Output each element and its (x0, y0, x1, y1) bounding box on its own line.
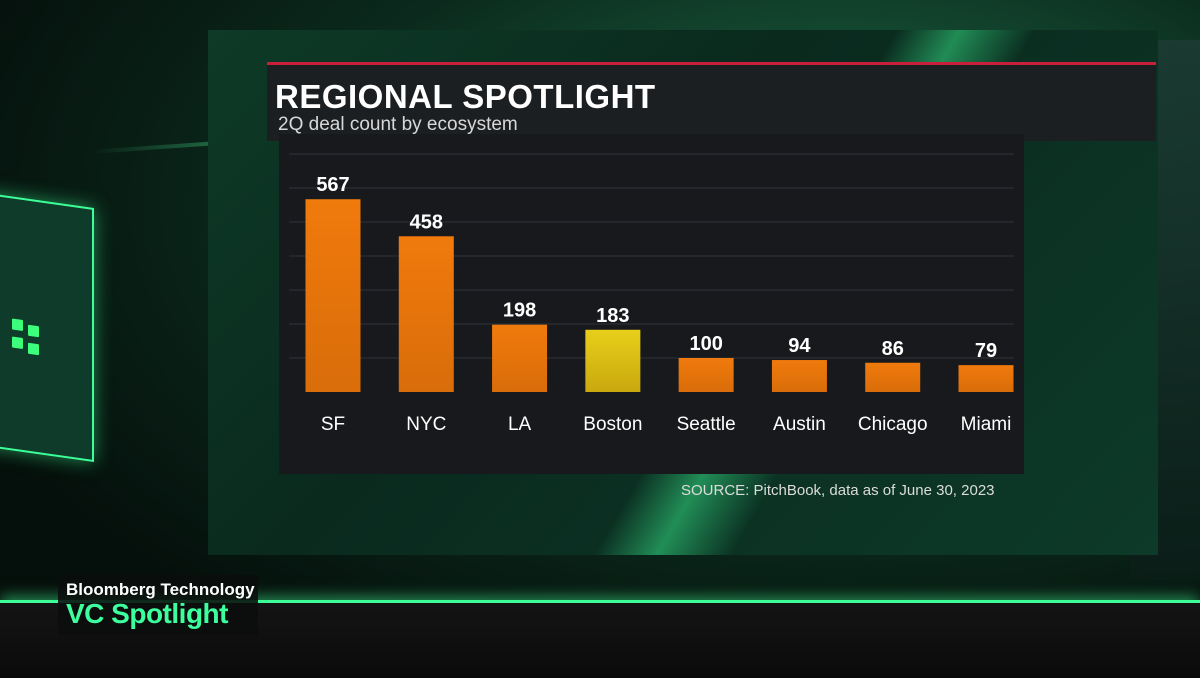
data-label: 79 (975, 340, 997, 362)
category-label: Miami (961, 414, 1012, 435)
led-square (12, 318, 23, 332)
bar-miami (958, 365, 1014, 392)
category-label: Seattle (677, 414, 736, 435)
bar-nyc (398, 236, 454, 392)
bar-seattle (678, 358, 734, 392)
data-label: 183 (596, 305, 629, 327)
network-name: Bloomberg Technology (66, 580, 255, 599)
bar-austin (771, 360, 827, 392)
chart-header-card (267, 62, 1156, 141)
data-label: 86 (882, 338, 904, 360)
segment-name: VC Spotlight (66, 598, 228, 629)
data-label: 100 (689, 333, 722, 355)
led-square (28, 342, 39, 356)
category-label: Austin (773, 414, 826, 435)
data-label: 567 (316, 174, 349, 196)
data-label: 458 (410, 211, 443, 233)
category-label: NYC (406, 414, 446, 435)
category-label: Boston (583, 414, 642, 435)
category-label: SF (321, 414, 345, 435)
led-square (12, 336, 23, 350)
bar-boston (585, 329, 641, 392)
side-display-panel (0, 191, 94, 463)
bar-chart: 567 SF 458 NYC 198 LA 183 Boston 100 Seattle 94 Aus… (289, 153, 1014, 435)
chart-subtitle: 2Q deal count by ecosystem (278, 114, 518, 135)
data-label: 94 (788, 335, 811, 357)
category-label: LA (508, 414, 532, 435)
bar-sf (305, 199, 361, 392)
category-label: Chicago (858, 414, 928, 435)
source-note: SOURCE: PitchBook, data as of June 30, 2… (681, 482, 995, 499)
chart-title: REGIONAL SPOTLIGHT (275, 78, 656, 115)
bar-la (492, 324, 548, 392)
led-square (28, 324, 39, 338)
bar-chicago (865, 362, 921, 392)
data-label: 198 (503, 300, 536, 322)
show-branding-box (58, 575, 258, 635)
